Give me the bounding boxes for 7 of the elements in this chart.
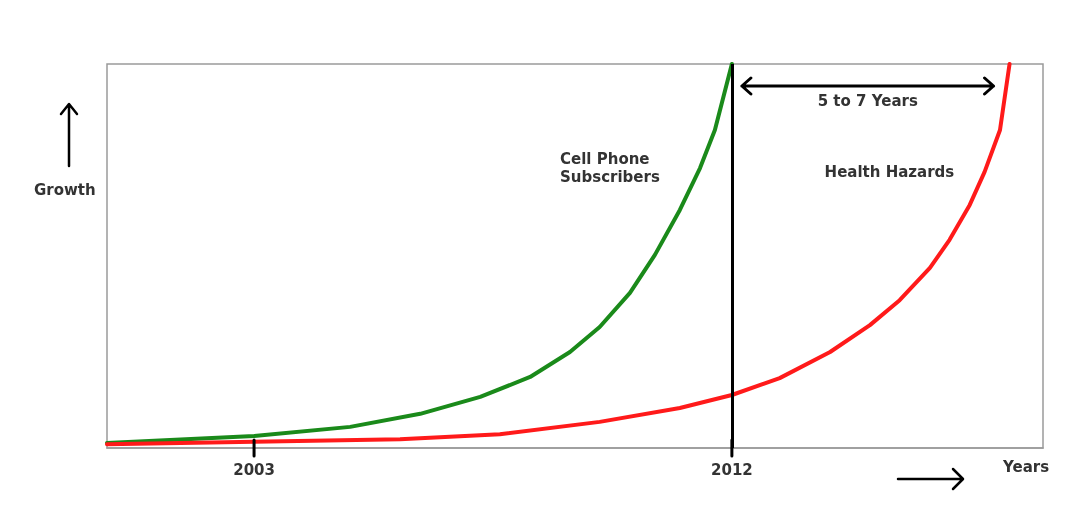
- series-label: Cell Phone Subscribers: [560, 150, 661, 187]
- x-tick-label: 2012: [711, 460, 753, 479]
- series-label: Health Hazards: [824, 162, 955, 181]
- y-axis-title: Growth: [34, 181, 96, 199]
- annotation: 5 to 7 Years: [817, 92, 918, 110]
- x-tick-label: 2003: [233, 460, 275, 479]
- x-axis-title: Years: [1003, 458, 1050, 476]
